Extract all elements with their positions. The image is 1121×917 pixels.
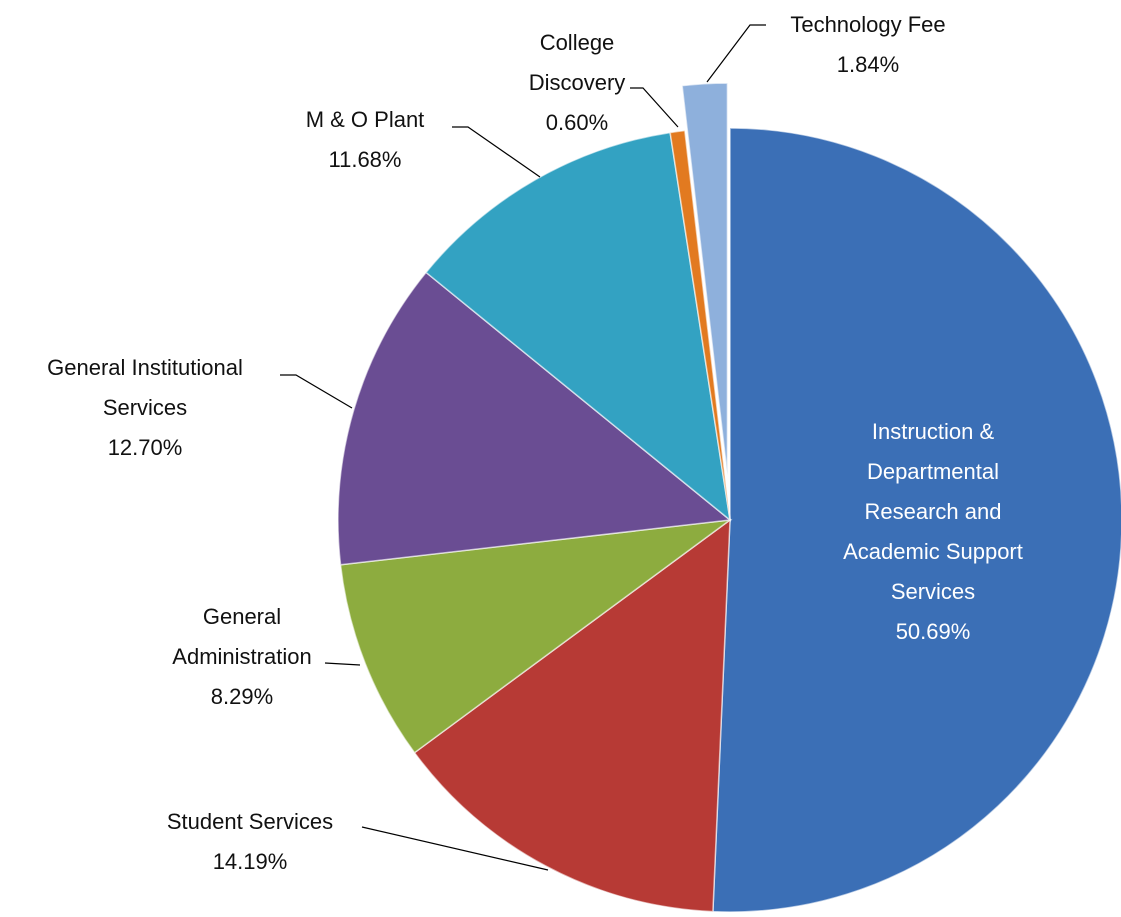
slice-label: Instruction & Departmental Research and … (828, 412, 1038, 652)
slice-label: Student Services 14.19% (120, 802, 380, 882)
value-label: 1.84% (836, 52, 900, 77)
category-name: Technology Fee (790, 12, 946, 37)
leader-line (630, 87, 679, 128)
slice-label: College Discovery 0.60% (512, 23, 642, 143)
leader-line (706, 24, 766, 83)
slice-label: M & O Plant 11.68% (280, 100, 450, 180)
slice-label: General Administration 8.29% (157, 597, 327, 717)
leader-line (324, 662, 361, 666)
value-label: 0.60% (545, 110, 609, 135)
category-name: Student Services (166, 809, 334, 834)
slice-label: General Institutional Services 12.70% (25, 348, 265, 468)
value-label: 8.29% (210, 684, 274, 709)
category-name: College Discovery (528, 30, 626, 95)
value-label: 11.68% (328, 147, 402, 172)
pie-slice (337, 271, 732, 566)
pie-slice (669, 129, 731, 521)
value-label: 14.19% (212, 849, 288, 874)
value-label: 12.70% (107, 435, 183, 460)
leader-line (361, 826, 549, 871)
leader-line (280, 374, 353, 409)
category-name: General Administration (172, 604, 312, 669)
category-name: General Institutional Services (47, 355, 243, 420)
pie-slice (712, 127, 1121, 913)
pie-slice (339, 518, 733, 754)
category-name: Instruction & Departmental Research and … (843, 419, 1023, 604)
pie-slice (425, 131, 732, 522)
pie-slice (413, 518, 731, 913)
pie-slice (681, 82, 729, 476)
leader-line (452, 126, 541, 178)
value-label: 50.69% (895, 619, 971, 644)
category-name: M & O Plant (305, 107, 425, 132)
slice-label: Technology Fee 1.84% (763, 5, 973, 85)
